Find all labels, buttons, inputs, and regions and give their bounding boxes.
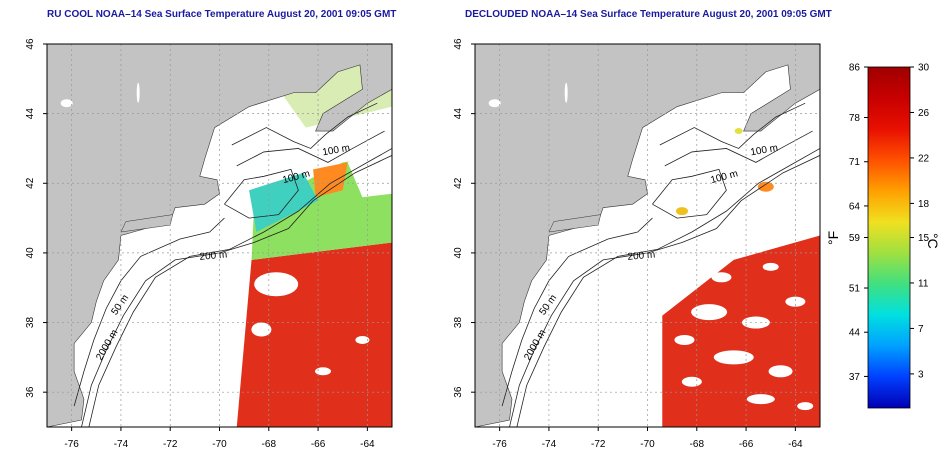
fahrenheit-tick-label: 37	[849, 372, 861, 383]
land-mass	[475, 44, 820, 427]
contour-line	[81, 155, 392, 427]
graticule	[47, 43, 392, 427]
bathymetry-contours	[73, 102, 392, 427]
lon-tick-label: -68	[262, 439, 277, 450]
contour-line	[652, 168, 727, 219]
lat-tick-label: 40	[25, 247, 36, 259]
lon-tick-label: -76	[492, 439, 507, 450]
celsius-tick-label: 15	[918, 233, 930, 244]
lat-tick-label: 40	[453, 247, 464, 259]
fahrenheit-tick-label: 59	[849, 233, 861, 244]
contour-label: 200 m	[199, 249, 228, 262]
contour-label: 100 m	[322, 143, 351, 159]
lat-tick-label: 46	[453, 38, 464, 50]
contour-line	[664, 130, 813, 167]
lon-tick-label: -64	[360, 439, 375, 450]
lat-tick-label: 36	[25, 386, 36, 398]
lon-tick-label: -76	[64, 439, 79, 450]
unit-fahrenheit-label: °F	[825, 231, 841, 245]
lon-tick-label: -70	[640, 439, 655, 450]
lon-tick-label: -68	[690, 439, 705, 450]
fahrenheit-tick-label: 78	[849, 113, 861, 124]
contour-line	[88, 148, 392, 427]
contour-label: 100 m	[750, 143, 779, 159]
fahrenheit-tick-label: 86	[849, 63, 861, 74]
fahrenheit-tick-label: 44	[849, 328, 861, 339]
lon-tick-label: -74	[542, 439, 557, 450]
lat-tick-label: 38	[453, 317, 464, 329]
celsius-tick-label: 26	[918, 108, 930, 119]
lon-tick-label: -72	[591, 439, 606, 450]
lat-tick-label: 44	[453, 108, 464, 120]
celsius-tick-label: 7	[918, 324, 924, 335]
lon-tick-label: -72	[163, 439, 178, 450]
lon-tick-label: -66	[739, 439, 754, 450]
lon-tick-label: -64	[788, 439, 803, 450]
colorbar-gradient	[867, 66, 911, 409]
temperature-colorbar: °F °C 86 78 71 64 59 51 44 37 30 26 22 18 15 11 7 3	[825, 63, 941, 409]
celsius-tick-label: 18	[918, 199, 930, 210]
land-mass	[47, 44, 392, 427]
sst-swath	[662, 128, 820, 427]
lat-tick-label: 44	[25, 108, 36, 120]
fahrenheit-tick-label: 51	[849, 284, 861, 295]
lat-tick-label: 42	[453, 177, 464, 189]
fahrenheit-tick-label: 64	[849, 201, 861, 212]
graticule	[475, 43, 820, 427]
lat-tick-label: 38	[25, 317, 36, 329]
contour-line	[509, 155, 820, 427]
left-panel-title: RU COOL NOAA–14 Sea Surface Temperature …	[47, 9, 397, 20]
lat-tick-label: 46	[25, 38, 36, 50]
celsius-tick-label: 3	[918, 369, 924, 380]
contour-line	[516, 148, 820, 427]
fahrenheit-tick-label: 71	[849, 157, 861, 168]
contour-line	[659, 102, 806, 149]
lat-tick-label: 42	[25, 177, 36, 189]
lon-tick-label: -70	[212, 439, 227, 450]
lon-tick-label: -74	[114, 439, 129, 450]
contour-line	[236, 130, 385, 167]
right-panel-title: DECLOUDED NOAA–14 Sea Surface Temperatur…	[465, 9, 832, 20]
celsius-tick-label: 11	[918, 278, 929, 289]
celsius-tick-label: 22	[918, 153, 930, 164]
contour-line	[231, 102, 378, 149]
lon-tick-label: -66	[311, 439, 326, 450]
lat-tick-label: 36	[453, 386, 464, 398]
unit-celsius-label: °C	[925, 233, 941, 249]
celsius-tick-label: 30	[918, 63, 930, 74]
contour-label: 200 m	[627, 249, 656, 262]
contour-line	[224, 168, 299, 219]
